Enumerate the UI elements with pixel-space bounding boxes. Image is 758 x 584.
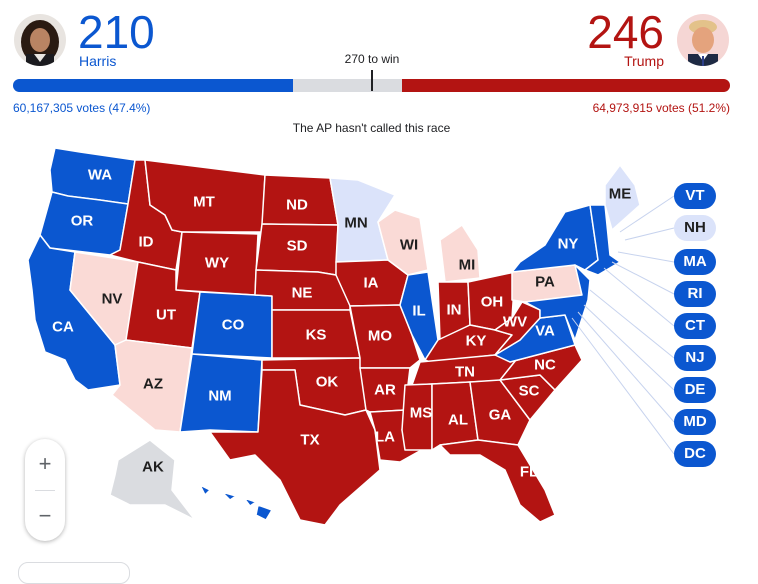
state-ny[interactable] — [511, 204, 599, 273]
label-ak: AK — [142, 459, 164, 476]
label-ar: AR — [374, 382, 396, 399]
label-wi: WI — [400, 237, 418, 254]
state-ms[interactable] — [401, 383, 433, 451]
state-me[interactable] — [604, 164, 641, 231]
zoom-out-button[interactable]: − — [38, 503, 52, 528]
label-nd: ND — [286, 197, 308, 214]
harris-avatar — [14, 14, 66, 66]
state-new-england[interactable] — [584, 204, 621, 276]
label-mn: MN — [344, 215, 367, 232]
small-state-nj[interactable]: NJ — [674, 345, 716, 371]
label-ga: GA — [489, 407, 512, 424]
small-state-ri[interactable]: RI — [674, 281, 716, 307]
small-state-ma[interactable]: MA — [674, 249, 716, 275]
label-nc: NC — [534, 357, 556, 374]
state-ak[interactable] — [109, 439, 196, 521]
trump-name: Trump — [624, 53, 664, 69]
label-nv: NV — [102, 291, 123, 308]
label-mi: MI — [459, 257, 476, 274]
label-wa: WA — [88, 167, 112, 184]
state-tx[interactable] — [209, 369, 381, 526]
label-ut: UT — [156, 307, 176, 324]
label-la: LA — [375, 429, 395, 446]
state-wi[interactable] — [377, 209, 429, 276]
label-sd: SD — [287, 238, 308, 255]
harris-popular-votes: 60,167,305 votes (47.4%) — [13, 101, 151, 115]
small-state-md[interactable]: MD — [674, 409, 716, 435]
trump-progress — [402, 79, 730, 92]
label-ca: CA — [52, 319, 74, 336]
label-al: AL — [448, 412, 468, 429]
bottom-control-chip[interactable] — [18, 562, 130, 584]
zoom-control: + − — [25, 439, 65, 541]
label-wy: WY — [205, 255, 229, 272]
trump-electoral-count: 246 — [587, 6, 664, 58]
harris-electoral-count: 210 — [78, 6, 155, 58]
state-mi[interactable] — [439, 224, 481, 283]
small-state-leader-lines — [571, 195, 675, 455]
label-hi: HI — [229, 500, 244, 517]
state-hi[interactable] — [199, 484, 273, 521]
label-me: ME — [609, 186, 632, 203]
label-oh: OH — [481, 294, 504, 311]
label-co: CO — [222, 317, 245, 334]
state-ga[interactable] — [469, 379, 531, 446]
small-state-dc[interactable]: DC — [674, 441, 716, 467]
race-status-notice: The AP hasn't called this race — [292, 121, 451, 135]
state-fl[interactable] — [439, 439, 556, 523]
label-ks: KS — [306, 327, 327, 344]
state-az[interactable] — [111, 339, 193, 433]
trump-avatar — [677, 14, 729, 66]
threshold-marker — [371, 70, 373, 91]
label-ny: NY — [558, 236, 579, 253]
label-fl: FL — [520, 464, 538, 481]
label-ne: NE — [292, 285, 313, 302]
trump-popular-votes: 64,973,915 votes (51.2%) — [592, 101, 730, 115]
zoom-divider — [35, 490, 55, 491]
label-ms: MS — [410, 405, 433, 422]
label-tx: TX — [300, 432, 319, 449]
harris-name: Harris — [79, 53, 117, 69]
label-tn: TN — [455, 364, 475, 381]
trump-portrait-icon — [677, 14, 729, 66]
label-in: IN — [447, 302, 462, 319]
label-sc: SC — [519, 383, 540, 400]
state-nm[interactable] — [179, 353, 263, 433]
us-election-map: WA OR CA NV ID MT WY UT AZ CO NM ND SD N… — [27, 147, 675, 526]
small-state-de[interactable]: DE — [674, 377, 716, 403]
harris-progress — [13, 79, 293, 92]
small-state-nh[interactable]: NH — [674, 215, 716, 241]
label-ky: KY — [466, 333, 487, 350]
label-az: AZ — [143, 376, 163, 393]
label-ok: OK — [316, 374, 339, 391]
small-state-ct[interactable]: CT — [674, 313, 716, 339]
label-pa: PA — [535, 274, 555, 291]
label-il: IL — [412, 303, 425, 320]
label-id: ID — [139, 234, 154, 251]
state-mid-atlantic[interactable] — [524, 264, 591, 341]
label-mt: MT — [193, 194, 215, 211]
small-state-vt[interactable]: VT — [674, 183, 716, 209]
label-va: VA — [535, 323, 555, 340]
label-or: OR — [71, 213, 94, 230]
label-wv: WV — [503, 314, 527, 331]
harris-portrait-icon — [14, 14, 66, 66]
threshold-label: 270 to win — [344, 52, 400, 66]
zoom-in-button[interactable]: + — [38, 451, 52, 476]
label-nm: NM — [208, 388, 231, 405]
label-mo: MO — [368, 328, 392, 345]
label-ia: IA — [364, 275, 379, 292]
